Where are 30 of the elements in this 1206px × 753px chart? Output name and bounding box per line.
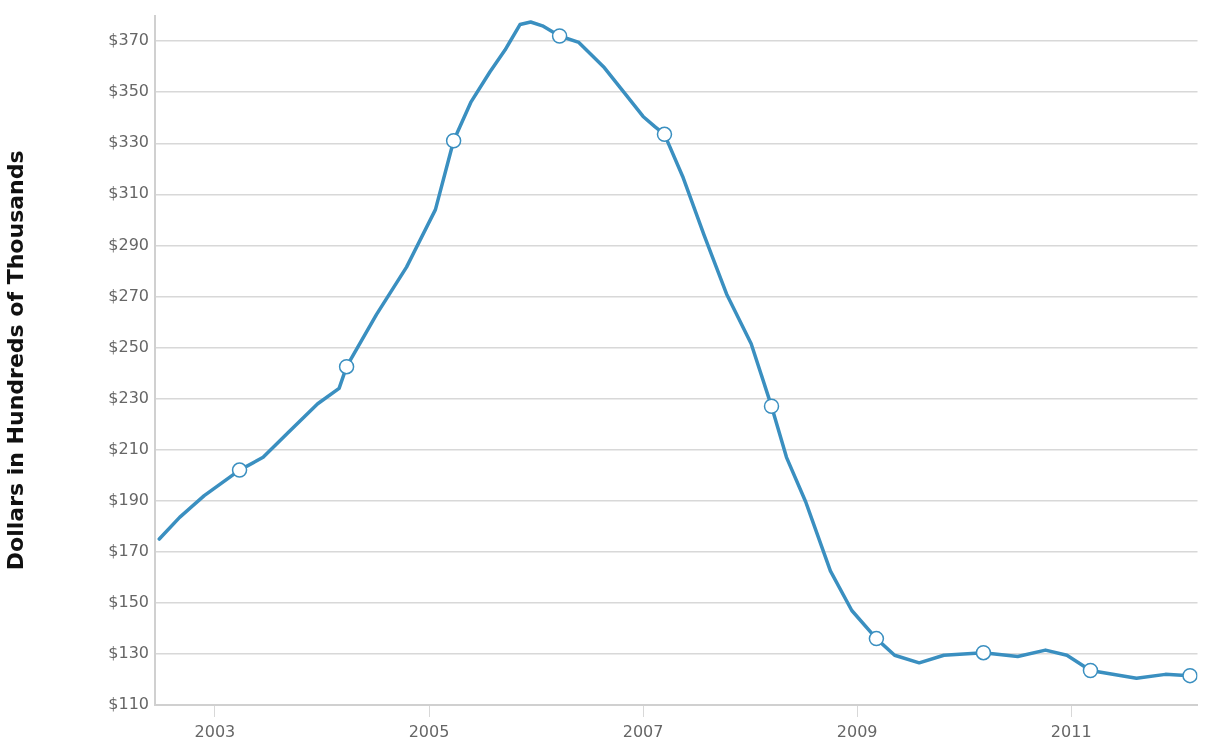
y-axis-title: Dollars in Hundreds of Thousands xyxy=(2,150,28,571)
point xyxy=(551,28,568,44)
point xyxy=(1082,662,1099,679)
point xyxy=(338,358,355,375)
y-tick-label: $210 xyxy=(108,438,149,458)
x-tick-label: 2005 xyxy=(408,721,450,741)
x-tick-label: 2011 xyxy=(1050,721,1092,741)
point xyxy=(763,398,780,415)
y-tick-label: $310 xyxy=(108,183,149,203)
point xyxy=(868,630,885,647)
point xyxy=(1182,667,1198,684)
point xyxy=(445,132,462,149)
point xyxy=(231,462,248,478)
y-tick-label: $110 xyxy=(108,694,149,714)
point xyxy=(975,644,992,661)
y-tick-label: $170 xyxy=(108,540,149,560)
x-tick-label: 2007 xyxy=(622,721,664,741)
y-tick-label: $290 xyxy=(108,234,149,254)
y-tick-label: $370 xyxy=(108,30,149,50)
y-tick-label: $330 xyxy=(108,132,149,152)
y-tick-label: $350 xyxy=(108,81,149,101)
y-tick-label: $270 xyxy=(108,285,149,305)
x-tick-label: 2009 xyxy=(836,721,878,741)
y-tick-label: $250 xyxy=(108,336,149,356)
y-tick-label: $190 xyxy=(108,489,149,509)
x-tick-label: 2003 xyxy=(194,721,236,741)
y-tick-label: $130 xyxy=(108,643,149,663)
point xyxy=(656,126,673,143)
y-tick-label: $150 xyxy=(108,592,149,612)
y-tick-label: $230 xyxy=(108,387,149,407)
